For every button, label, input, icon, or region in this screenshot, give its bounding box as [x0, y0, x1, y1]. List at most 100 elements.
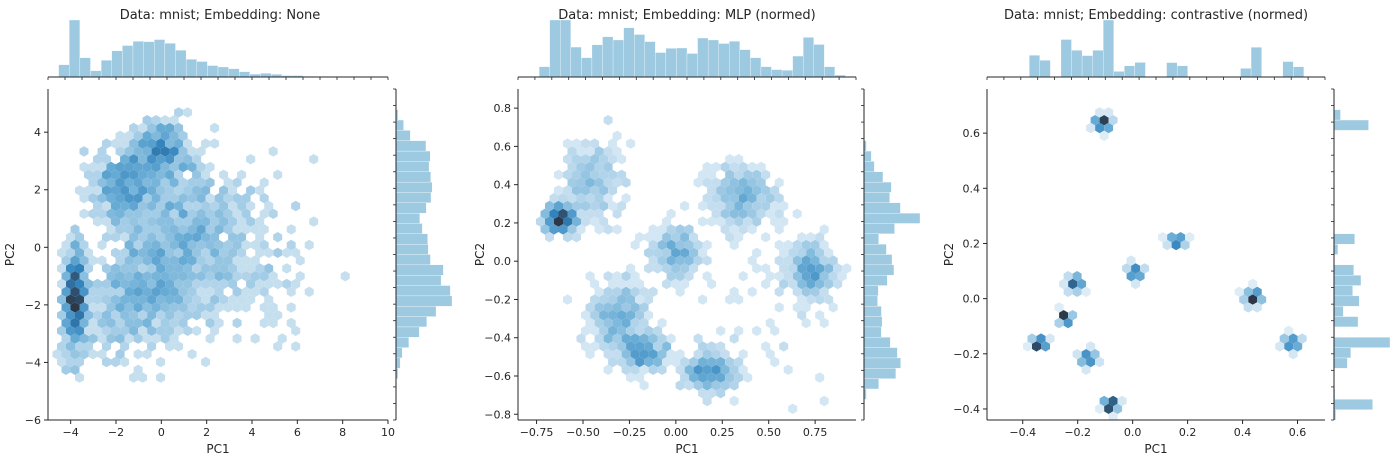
x-tick-label: 0.4: [1234, 426, 1252, 439]
hexbin-cell: [151, 255, 161, 266]
hexbin-cell: [711, 208, 721, 219]
hexbin-cell: [806, 263, 816, 274]
hist-bar-y: [395, 337, 410, 348]
hexbin-cell: [84, 325, 93, 336]
hexbin-cell: [178, 177, 188, 188]
hexbin-cell: [129, 325, 139, 336]
hexbin-cell: [1059, 310, 1069, 321]
hexbin-cell: [115, 161, 125, 173]
hexbin-cell: [743, 185, 753, 196]
hexbin-cell: [1126, 255, 1136, 266]
hist-bar-x: [813, 44, 825, 78]
hexbin-cell: [201, 169, 211, 180]
hexbin-cell: [824, 263, 834, 274]
hexbin-cell: [792, 255, 802, 266]
hist-bar-y: [395, 295, 453, 307]
hist-bar-y: [1333, 316, 1359, 328]
hexbin-cell: [756, 161, 766, 173]
hexbin-cell: [156, 122, 166, 134]
hexbin-cell: [124, 302, 134, 313]
hist-bar-y: [863, 171, 884, 183]
hexbin-cell: [106, 333, 116, 344]
hexbin-cell: [680, 232, 690, 243]
hexbin-cell: [1126, 271, 1136, 282]
hexbin-cell: [93, 278, 102, 290]
hexbin-cell: [747, 208, 757, 219]
hexbin-cell: [599, 325, 609, 336]
hexbin-cell: [729, 364, 739, 375]
hexbin-cell: [79, 146, 89, 157]
hexbin-cell: [585, 317, 595, 329]
x-tick-label: 0: [158, 426, 165, 439]
hexbin-cell: [210, 263, 220, 274]
hexbin-cell: [792, 208, 802, 219]
hexbin-cell: [729, 161, 739, 173]
hexbin-cell: [66, 294, 75, 305]
hexbin-cell: [201, 294, 211, 305]
hexbin-cell: [115, 146, 125, 157]
hist-bar-y: [863, 192, 890, 203]
hexbin-cell: [133, 224, 143, 235]
hexbin-cell: [174, 232, 184, 243]
hexbin-cell: [1063, 286, 1073, 297]
hexbin-cell: [156, 325, 166, 336]
hexbin-cell: [738, 177, 748, 188]
hexbin-layer: [536, 115, 852, 414]
hexbin-cell: [309, 216, 319, 227]
hexbin-cell: [810, 286, 820, 297]
hexbin-cell: [779, 341, 789, 352]
hexbin-cell: [635, 294, 645, 305]
hexbin-cell: [567, 161, 577, 173]
hexbin-cell: [603, 333, 613, 344]
hexbin-cell: [684, 271, 694, 282]
hexbin-cell: [201, 216, 211, 227]
hexbin-cell: [111, 185, 121, 196]
hexbin-cell: [608, 278, 618, 290]
hexbin-cell: [138, 185, 148, 196]
hexbin-cell: [1288, 349, 1298, 360]
hexbin-cell: [183, 216, 193, 227]
hist-bar-y: [1333, 275, 1362, 286]
hist-bar-x: [69, 19, 81, 78]
hexbin-cell: [147, 263, 157, 274]
hexbin-cell: [219, 216, 229, 227]
hexbin-cell: [250, 333, 260, 344]
hexbin-cell: [124, 193, 134, 204]
hexbin-cell: [572, 216, 581, 227]
hexbin-cell: [169, 177, 179, 188]
hexbin-cell: [147, 154, 157, 165]
hexbin-cell: [779, 247, 789, 258]
hexbin-cell: [792, 271, 802, 282]
hexbin-cell: [603, 224, 613, 235]
hist-bar-x: [549, 19, 561, 78]
hexbin-cell: [594, 177, 604, 188]
hexbin-cell: [192, 325, 202, 336]
hist-bar-y: [863, 233, 879, 245]
hist-bar-y: [863, 326, 882, 338]
hexbin-cell: [702, 193, 712, 204]
hexbin-cell: [828, 302, 838, 313]
hexbin-cell: [102, 185, 111, 196]
hexbin-cell: [219, 263, 229, 274]
hexbin-cell: [151, 208, 161, 219]
hexbin-cell: [639, 333, 649, 344]
hexbin-cell: [57, 310, 66, 321]
hexbin-cell: [160, 286, 170, 297]
hexbin-cell: [142, 317, 152, 329]
hexbin-cell: [165, 122, 175, 134]
hexbin-cell: [97, 208, 107, 219]
hexbin-cell: [774, 177, 784, 188]
hexbin-cell: [716, 341, 726, 352]
hexbin-cell: [689, 232, 699, 243]
hexbin-cell: [210, 310, 220, 321]
hexbin-cell: [295, 271, 305, 282]
hexbin-cell: [801, 255, 811, 266]
hexbin-cell: [102, 154, 111, 165]
hexbin-cell: [1239, 294, 1249, 305]
hexbin-cell: [61, 349, 71, 360]
hexbin-cell: [599, 341, 609, 352]
hexbin-cell: [594, 208, 604, 219]
hexbin-cell: [160, 115, 170, 126]
hist-bar-y: [863, 223, 895, 234]
hexbin-cell: [707, 356, 717, 368]
